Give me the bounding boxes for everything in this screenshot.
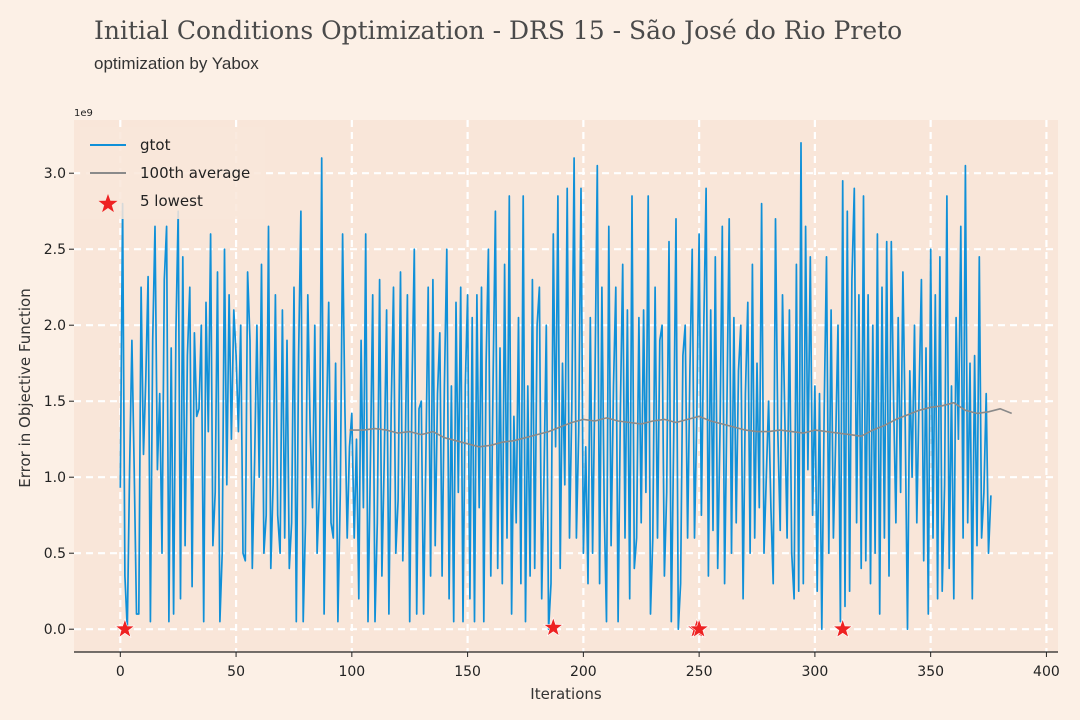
axes: 0 50 100 150 200 250 300 350 400 0.0 0.5 1.0 1.5 2.0 2… [44,166,1060,680]
x-tick-label: 200 [570,664,597,680]
lowest-point-star [114,618,136,639]
lowest-point-star [832,618,854,639]
lowest-point-star [542,616,564,637]
y-tick-label: 0.0 [44,622,66,638]
lowest-point-star [688,618,710,639]
chart-title: Initial Conditions Optimization - DRS 15… [94,16,903,45]
y-tick-label: 0.5 [44,546,66,562]
x-tick-label: 250 [686,664,713,680]
legend-lowest-swatch [98,194,118,213]
y-tick-label: 1.0 [44,470,66,486]
legend-average-label: 100th average [140,164,250,182]
series-layer [114,141,1012,639]
x-tick-label: 150 [454,664,481,680]
legend: gtot 100th average 5 lowest [80,127,265,219]
x-tick-label: 0 [116,664,125,680]
y-scale-label: 1e9 [74,108,93,119]
x-tick-label: 50 [227,664,245,680]
x-tick-label: 300 [802,664,829,680]
chart-subtitle: optimization by Yabox [94,54,259,73]
average-series-line [349,401,1012,448]
y-tick-label: 2.5 [44,242,66,258]
y-axis-label: Error in Objective Function [16,288,34,487]
x-axis-label: Iterations [530,685,602,703]
x-tick-label: 350 [917,664,944,680]
x-tick-label: 400 [1033,664,1060,680]
legend-gtot-label: gtot [140,136,171,154]
legend-lowest-label: 5 lowest [140,192,203,210]
y-tick-label: 3.0 [44,166,66,182]
y-tick-label: 1.5 [44,394,66,410]
y-tick-label: 2.0 [44,318,66,334]
gtot-series-line [119,141,992,631]
x-tick-label: 100 [338,664,365,680]
